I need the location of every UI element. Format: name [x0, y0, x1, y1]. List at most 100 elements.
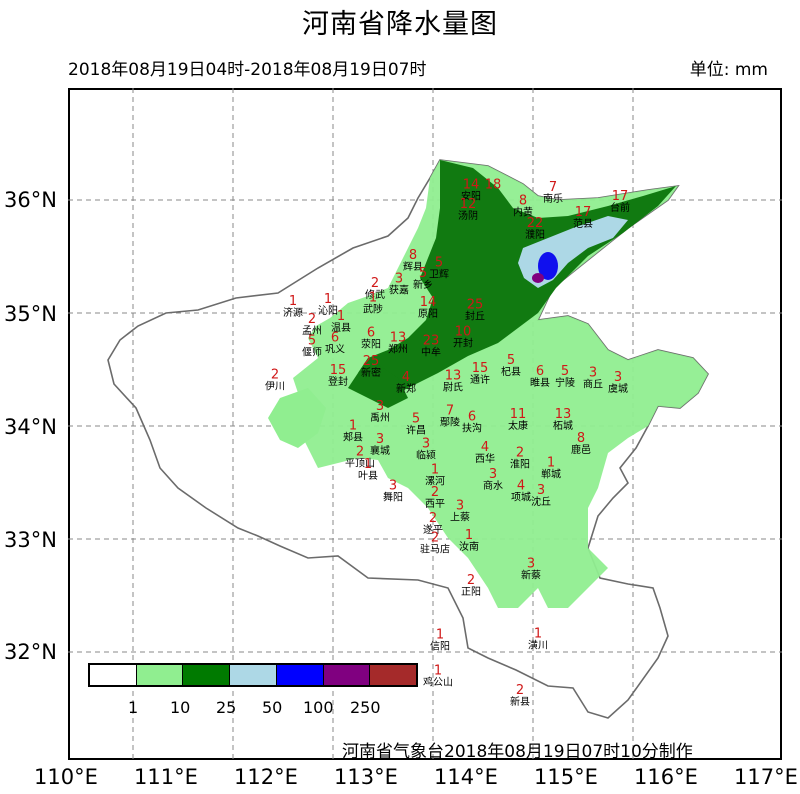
time-period: 2018年08月19日04时-2018年08月19日07时 [68, 60, 427, 80]
map-title: 河南省降水量图 [302, 9, 498, 40]
city-name-62: 新蔡 [521, 568, 541, 581]
rainfall-value-59: 2 [429, 511, 437, 526]
rainfall-value-51: 1 [364, 457, 372, 472]
lon-label-117: 117°E [734, 765, 798, 789]
city-name-59: 遂平 [423, 523, 443, 536]
rainfall-value-43: 8 [577, 431, 585, 446]
lon-label-111: 111°E [134, 765, 198, 789]
city-name-2: 内黄 [513, 206, 533, 219]
city-name-67: 新县 [510, 695, 530, 708]
city-name-45: 襄城 [370, 444, 390, 457]
rainfall-value-56: 3 [389, 478, 397, 493]
legend-swatch-3 [230, 665, 277, 685]
city-name-15: 封丘 [465, 309, 485, 322]
rainfall-value-62: 3 [527, 556, 535, 571]
legend-swatch-6 [370, 665, 417, 685]
city-name-34: 宁陵 [555, 376, 575, 389]
legend-swatch-5 [323, 665, 371, 685]
rainfall-value-13: 1 [369, 291, 377, 306]
legend-swatch-1 [136, 665, 184, 685]
city-name-58: 上蔡 [450, 511, 470, 524]
rainfall-value-20: 6 [367, 326, 375, 341]
city-name-6: 汤阴 [458, 209, 478, 222]
rainfall-value-2: 8 [519, 194, 527, 209]
rainfall-value-35: 3 [589, 365, 597, 380]
rainfall-value-17: 2 [308, 312, 316, 327]
rain-area-heavy [358, 160, 676, 398]
producer-note: 河南省气象台2018年08月19日07时10分制作 [342, 742, 693, 762]
rainfall-value-24: 5 [308, 334, 316, 349]
rainfall-value-58: 3 [456, 499, 464, 514]
legend-label-50: 50 [262, 698, 283, 717]
rain-area-100-250 [532, 273, 544, 283]
rainfall-value-42: 13 [555, 407, 572, 422]
legend-label-10: 10 [170, 698, 191, 717]
lat-label-32: 32°N [4, 640, 57, 664]
lon-label-110: 110°E [34, 765, 98, 789]
rainfall-value-50: 2 [356, 444, 364, 459]
rainfall-value-29: 4 [402, 370, 410, 385]
city-name-7: 濮阳 [525, 228, 545, 241]
rainfall-value-16: 1 [324, 292, 332, 307]
lon-label-116: 116°E [634, 765, 698, 789]
rainfall-value-37: 3 [376, 399, 384, 414]
rainfall-value-53: 3 [489, 467, 497, 482]
city-name-4: 安阳 [461, 190, 481, 203]
city-name-54: 项城 [511, 491, 531, 503]
rainfall-value-40: 6 [468, 409, 476, 424]
rainfall-value-12: 5 [419, 266, 427, 281]
rainfall-value-67: 2 [516, 683, 524, 698]
city-name-40: 扶沟 [462, 421, 482, 434]
legend-swatch-4 [276, 665, 324, 685]
rainfall-value-0: 7 [549, 180, 557, 195]
city-name-43: 鹿邑 [571, 443, 591, 456]
rainfall-value-65: 1 [534, 626, 542, 641]
city-name-22: 中牟 [421, 346, 441, 359]
rainfall-value-9: 5 [435, 256, 443, 271]
rainfall-value-3: 17 [575, 205, 592, 220]
legend-colorbar [88, 663, 418, 687]
city-name-57: 西平 [425, 499, 445, 510]
rainfall-value-54: 4 [517, 478, 525, 493]
rainfall-value-15: 25 [467, 297, 484, 312]
city-name-55: 沈丘 [531, 495, 551, 508]
city-name-20: 荥阳 [361, 338, 381, 351]
lat-label-35: 35°N [4, 302, 57, 326]
rainfall-value-63: 2 [467, 573, 475, 588]
rainfall-value-47: 4 [481, 440, 489, 455]
city-name-17: 孟州 [302, 325, 322, 337]
city-name-51: 叶县 [358, 470, 378, 482]
city-name-39: 鄢陵 [440, 417, 460, 429]
rainfall-value-7: 22 [527, 216, 544, 231]
rainfall-value-31: 15 [472, 361, 489, 376]
rainfall-value-18: 1 [337, 309, 345, 324]
rainfall-value-46: 3 [422, 436, 430, 451]
city-name-19: 济源 [283, 306, 303, 319]
city-name-27: 登封 [328, 375, 348, 388]
city-name-46: 临颍 [416, 448, 436, 461]
city-name-35: 商丘 [583, 377, 603, 390]
city-name-10: 修武 [365, 288, 385, 301]
city-name-13: 武陟 [363, 303, 383, 316]
unit-label: 单位: mm [689, 60, 768, 80]
rainfall-value-55: 3 [537, 483, 545, 498]
city-name-33: 睢县 [530, 376, 550, 389]
city-name-8: 辉县 [403, 261, 423, 273]
rainfall-value-11: 3 [395, 271, 403, 286]
rainfall-value-5: 18 [485, 178, 502, 193]
rainfall-value-25: 6 [331, 330, 339, 345]
city-name-3: 范县 [573, 217, 593, 230]
city-name-28: 新密 [361, 366, 381, 379]
city-name-47: 西华 [475, 452, 495, 465]
rainfall-value-52: 1 [431, 462, 439, 477]
rainfall-value-23: 10 [455, 325, 472, 340]
legend-label-250: 250 [350, 698, 381, 717]
city-name-25: 巩义 [325, 343, 345, 355]
city-name-41: 太康 [508, 419, 528, 432]
lon-label-114: 114°E [434, 765, 498, 789]
rainfall-value-38: 5 [412, 412, 420, 427]
rain-area-50-100 [538, 252, 558, 280]
city-name-9: 卫辉 [429, 269, 449, 281]
city-name-61: 汝南 [459, 540, 479, 553]
